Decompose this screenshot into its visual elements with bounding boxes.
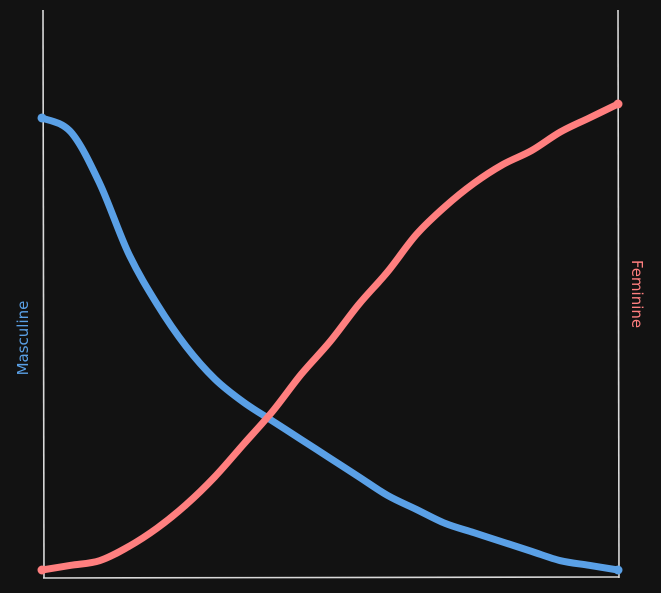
data-point-masculine-5 — [183, 343, 189, 350]
data-point-masculine-9 — [298, 436, 305, 443]
left-axis-label: Masculine — [14, 301, 32, 376]
data-point-feminine-7 — [240, 441, 247, 447]
data-point-feminine-15 — [471, 180, 477, 187]
data-point-masculine-19 — [586, 562, 592, 569]
data-point-feminine-14 — [442, 203, 449, 210]
data-point-feminine-16 — [500, 161, 506, 168]
data-point-feminine-8 — [269, 408, 276, 415]
data-point-feminine-4 — [154, 525, 160, 531]
data-point-feminine-2 — [96, 557, 103, 564]
data-point-feminine-18 — [557, 129, 564, 135]
right-axis-line — [617, 9, 620, 579]
left-axis-line — [42, 9, 45, 579]
data-point-feminine-5 — [183, 501, 189, 508]
data-point-feminine-6 — [212, 474, 218, 480]
data-point-masculine-7 — [240, 399, 247, 406]
data-point-masculine-3 — [125, 250, 132, 256]
data-point-feminine-12 — [384, 268, 391, 275]
data-point-masculine-6 — [212, 376, 218, 382]
data-point-feminine-17 — [528, 147, 535, 154]
bottom-axis-line — [42, 576, 620, 579]
data-point-masculine-16 — [500, 539, 506, 545]
data-point-masculine-15 — [471, 529, 477, 536]
series-line-feminine — [38, 100, 622, 574]
data-point-feminine-11 — [356, 301, 362, 308]
data-point-masculine-4 — [154, 301, 160, 308]
data-point-feminine-19 — [586, 115, 592, 121]
data-point-masculine-17 — [528, 548, 535, 555]
data-point-feminine-10 — [327, 338, 333, 345]
data-point-masculine-0 — [37, 113, 47, 123]
data-point-masculine-10 — [327, 455, 333, 461]
points-layer — [37, 99, 623, 575]
data-point-masculine-13 — [413, 506, 420, 513]
data-point-masculine-8 — [269, 418, 276, 424]
data-point-feminine-20 — [613, 99, 623, 109]
right-axis-label: Feminine — [628, 260, 646, 328]
axes-layer — [42, 9, 620, 579]
data-point-masculine-20 — [613, 565, 623, 575]
data-point-masculine-14 — [442, 520, 449, 527]
data-point-masculine-2 — [96, 180, 103, 187]
data-point-masculine-18 — [557, 557, 564, 564]
data-point-feminine-9 — [298, 371, 305, 378]
data-point-masculine-12 — [384, 492, 391, 499]
data-point-feminine-0 — [37, 565, 47, 575]
data-point-feminine-3 — [125, 543, 132, 550]
data-point-feminine-13 — [413, 231, 420, 238]
data-point-feminine-1 — [68, 562, 74, 569]
data-point-masculine-1 — [68, 129, 74, 135]
data-point-masculine-11 — [356, 474, 362, 480]
series-layer — [38, 100, 622, 574]
